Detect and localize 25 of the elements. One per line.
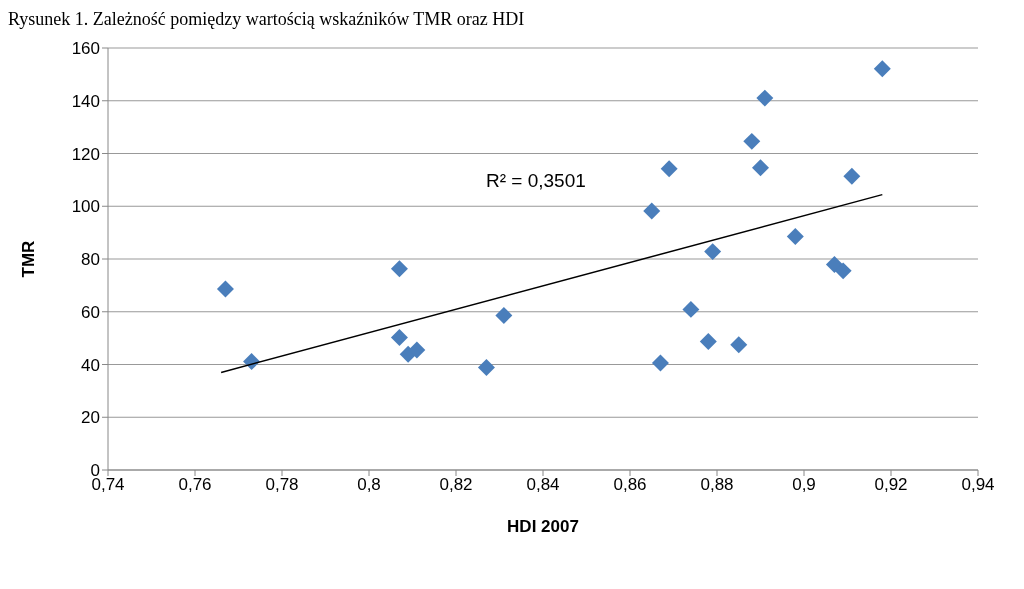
y-tick-label: 120 (71, 144, 100, 164)
x-tick-label: 0,86 (613, 475, 647, 495)
y-tick-label: 60 (81, 302, 100, 322)
point (704, 243, 722, 261)
x-tick-label: 0,82 (439, 475, 473, 495)
y-tick-label: 40 (81, 355, 100, 375)
chart-title: Rysunek 1. Zależność pomiędzy wartością wskaźników TMR oraz HDI (8, 8, 526, 30)
annotation: R² = 0,3501 (486, 170, 586, 192)
y-axis-title: TMR (19, 240, 39, 278)
y-tick-label: 100 (71, 197, 100, 217)
x-tick-label: 0,94 (961, 475, 995, 495)
y-tick-label: 20 (81, 408, 100, 428)
x-tick-label: 0,92 (874, 475, 908, 495)
x-tick-label: 0,8 (357, 475, 381, 495)
point (390, 329, 408, 347)
y-tick-label: 80 (81, 250, 100, 270)
x-tick-label: 0,88 (700, 475, 734, 495)
point (752, 159, 769, 177)
x-tick-label: 0,84 (526, 475, 560, 495)
x-axis-title: HDI 2007 (507, 517, 579, 536)
y-tick-label: 140 (71, 91, 100, 111)
y-tick-label: 160 (71, 39, 100, 59)
x-tick-label: 0,9 (792, 475, 816, 495)
x-tick-label: 0,76 (178, 475, 212, 495)
x-tick-label: 0,78 (265, 475, 299, 495)
